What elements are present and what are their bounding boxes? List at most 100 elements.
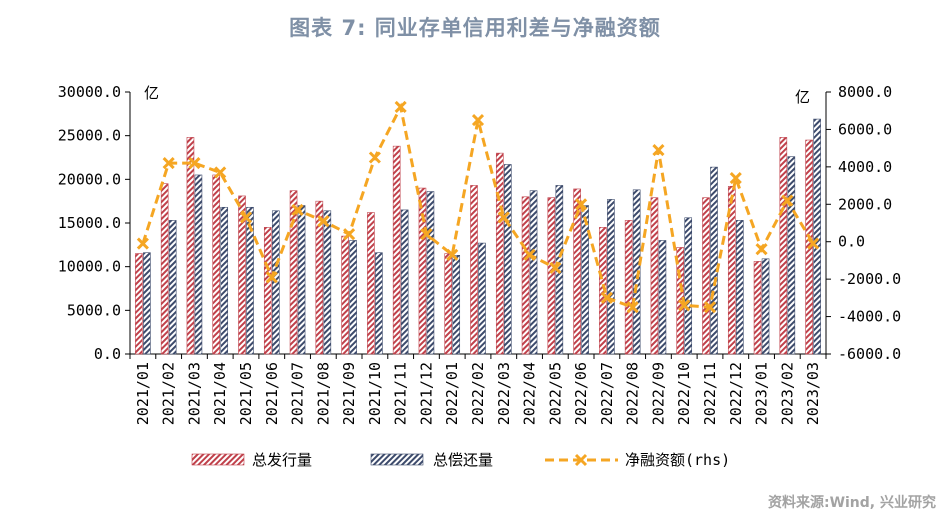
category-label: 2022/06 xyxy=(572,362,590,425)
bar-repayment xyxy=(529,190,538,355)
net-financing-point xyxy=(575,198,588,211)
net-financing-point xyxy=(394,100,407,114)
net-financing-point xyxy=(214,166,227,179)
category-label: 2021/09 xyxy=(340,362,358,425)
bar-repayment xyxy=(168,220,177,355)
bar-issuance xyxy=(495,152,504,355)
bars xyxy=(135,118,821,355)
bar-repayment xyxy=(710,166,718,355)
category-label: 2022/12 xyxy=(727,362,745,425)
category-label: 2021/11 xyxy=(392,362,410,425)
category-label: 2023/03 xyxy=(804,362,822,425)
bar-issuance xyxy=(444,253,453,355)
net-financing-point xyxy=(446,248,459,261)
category-label: 2021/12 xyxy=(417,362,435,425)
net-financing-point xyxy=(188,157,201,170)
category-label: 2021/10 xyxy=(366,362,384,425)
category-label: 2023/01 xyxy=(753,362,771,425)
net-financing-point xyxy=(703,301,717,314)
net-financing-point xyxy=(265,271,278,284)
category-label: 2021/02 xyxy=(160,362,178,425)
category-label: 2022/05 xyxy=(546,362,564,425)
bar-repayment xyxy=(813,118,821,355)
bar-issuance xyxy=(238,195,246,355)
legend-marker-net xyxy=(574,453,588,467)
net-financing-point xyxy=(497,211,510,224)
bar-issuance xyxy=(624,220,633,355)
legend-label-repayment: 总偿还量 xyxy=(433,451,493,469)
category-label: 2022/03 xyxy=(495,362,513,425)
category-label: 2021/08 xyxy=(314,362,332,425)
net-financing-point xyxy=(549,261,562,274)
bar-repayment xyxy=(684,217,693,355)
net-financing-point xyxy=(317,215,330,228)
category-label: 2022/07 xyxy=(598,362,616,425)
legend: 总发行量 总偿还量 净融资额(rhs) xyxy=(191,451,730,469)
left-axis-unit: 亿 xyxy=(144,84,159,102)
bar-issuance xyxy=(573,188,581,355)
right-tick-label: -2000.0 xyxy=(838,270,901,288)
category-label: 2022/02 xyxy=(469,362,487,425)
category-label: 2022/08 xyxy=(624,362,642,425)
net-financing-point xyxy=(471,114,485,127)
right-tick-label: 8000.0 xyxy=(838,83,892,101)
bar-repayment xyxy=(632,189,641,355)
bar-repayment xyxy=(194,174,203,355)
net-financing-point xyxy=(781,194,794,207)
bar-repayment xyxy=(426,191,435,355)
bar-issuance xyxy=(547,197,556,355)
bar-repayment xyxy=(349,240,357,355)
bar-issuance xyxy=(392,145,401,355)
bar-repayment xyxy=(400,209,409,355)
bar-issuance xyxy=(367,212,375,355)
bar-issuance xyxy=(315,200,324,355)
left-tick-label: 10000.0 xyxy=(58,258,121,276)
category-label: 2022/04 xyxy=(521,362,539,425)
bar-issuance xyxy=(702,197,710,355)
net-financing-point xyxy=(678,299,691,312)
bar-issuance xyxy=(341,235,349,355)
bar-repayment xyxy=(607,199,615,355)
legend-label-issuance: 总发行量 xyxy=(252,451,312,469)
bar-repayment xyxy=(658,240,667,355)
bar-repayment xyxy=(375,252,383,355)
net-financing-line xyxy=(136,100,820,314)
bar-issuance xyxy=(753,261,762,355)
bar-issuance xyxy=(289,190,298,355)
bar-issuance xyxy=(160,183,169,355)
source-note: 资料来源:Wind, 兴业研究 xyxy=(767,495,936,511)
right-tick-label: 4000.0 xyxy=(838,158,892,176)
category-label: 2021/07 xyxy=(289,362,307,425)
net-financing-point xyxy=(162,157,175,170)
right-tick-label: -4000.0 xyxy=(838,308,901,326)
bar-issuance xyxy=(650,197,659,355)
bar-issuance xyxy=(263,227,272,355)
net-financing-point xyxy=(368,151,381,164)
category-label: 2022/01 xyxy=(443,362,461,425)
left-tick-label: 5000.0 xyxy=(67,301,121,319)
category-label: 2021/06 xyxy=(263,362,281,425)
bar-repayment xyxy=(761,258,770,355)
category-label: 2021/03 xyxy=(185,362,203,425)
axes: 0.0 5000.0 10000.0 15000.0 20000.0 25000.0 300… xyxy=(58,83,901,363)
right-tick-label: 2000.0 xyxy=(838,195,892,213)
right-axis-unit: 亿 xyxy=(795,88,810,106)
left-tick-label: 30000.0 xyxy=(58,83,121,101)
legend-label-net: 净融资额(rhs) xyxy=(625,451,730,469)
bar-repayment xyxy=(787,156,796,355)
bar-issuance xyxy=(727,186,736,355)
net-financing-point xyxy=(652,143,665,157)
net-financing-point xyxy=(523,248,536,261)
left-tick-label: 15000.0 xyxy=(58,214,121,232)
bar-issuance xyxy=(521,196,530,355)
bar-repayment xyxy=(503,164,512,355)
category-label: 2021/05 xyxy=(237,362,255,425)
bar-repayment xyxy=(581,205,589,355)
right-tick-label: -6000.0 xyxy=(838,345,901,363)
bar-issuance xyxy=(470,185,478,355)
page-title: 图表 7: 同业存单信用利差与净融资额 xyxy=(289,16,661,40)
category-label: 2021/01 xyxy=(134,362,152,425)
bar-issuance xyxy=(779,137,788,355)
category-label: 2022/10 xyxy=(675,362,693,425)
